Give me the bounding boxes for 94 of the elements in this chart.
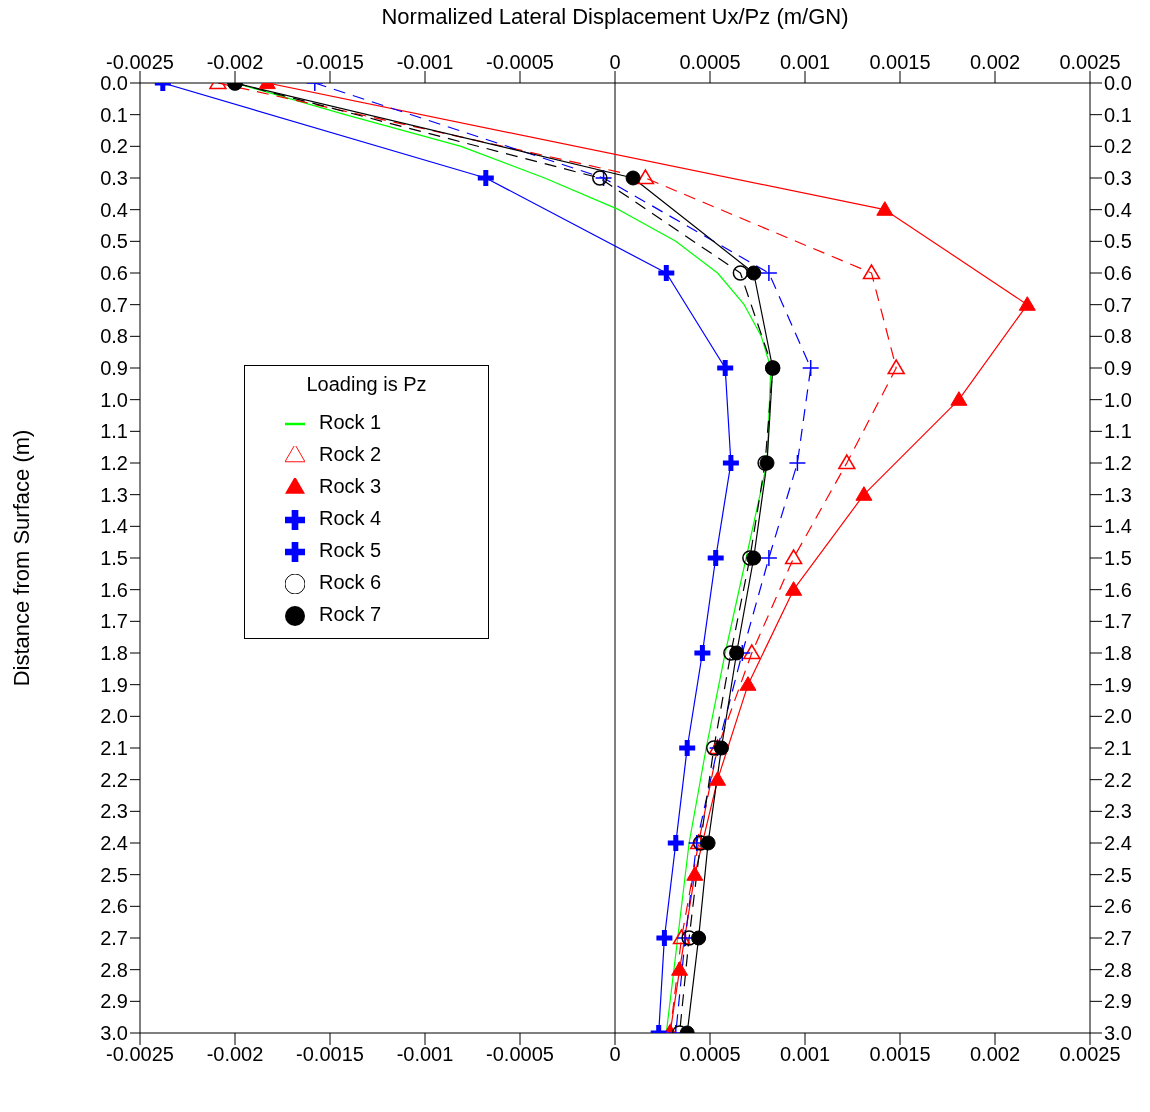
y2-tick-label: 2.6: [1104, 895, 1132, 918]
y-tick-label: 1.7: [100, 610, 128, 633]
y2-tick-label: 0.7: [1104, 293, 1132, 316]
y-tick-label: 2.1: [100, 737, 128, 760]
y-tick-label: 1.0: [100, 388, 128, 411]
y-tick-label: 2.4: [100, 832, 128, 855]
y2-tick-label: 2.3: [1104, 800, 1132, 823]
y2-tick-label: 0.9: [1104, 357, 1132, 380]
legend-title: Loading is Pz: [305, 373, 428, 396]
x2-tick-label: -0.0015: [296, 1043, 364, 1066]
x-tick-label: 0.0005: [679, 51, 741, 73]
y2-tick-label: 1.0: [1104, 388, 1132, 411]
y2-tick-label: 0.6: [1104, 262, 1132, 285]
x-tick-label: 0.002: [969, 51, 1021, 73]
y-tick-label: 2.6: [100, 895, 128, 918]
y-tick-label: 1.4: [100, 515, 128, 538]
y2-tick-label: 2.4: [1104, 832, 1132, 855]
y2-tick-label: 0.0: [1104, 72, 1132, 95]
y2-tick-label: 2.9: [1104, 990, 1132, 1013]
y-tick-label: 2.7: [100, 927, 128, 950]
y2-tick-label: 0.3: [1104, 167, 1132, 190]
x-tick-label: -0.0025: [106, 51, 174, 73]
y-tick-label: 1.5: [100, 547, 128, 570]
x2-tick-label: -0.001: [396, 1043, 454, 1066]
x-tick-label: -0.0005: [486, 51, 554, 73]
y2-tick-label: 0.2: [1104, 135, 1132, 158]
legend-label: Rock 7: [319, 603, 382, 625]
y-tick-label: 1.6: [100, 578, 128, 601]
y-tick-label: 1.3: [100, 483, 128, 506]
x2-tick-label: -0.0025: [106, 1043, 174, 1066]
y-tick-label: 0.1: [100, 103, 128, 126]
y-tick-label: 0.2: [100, 135, 128, 158]
y2-tick-label: 1.2: [1104, 452, 1132, 475]
y2-tick-label: 1.3: [1104, 483, 1132, 506]
y2-tick-label: 1.1: [1104, 420, 1132, 443]
y-tick-label: 1.2: [100, 452, 128, 475]
x-tick-label: 0.001: [779, 51, 831, 73]
y-tick-label: 2.0: [100, 705, 128, 728]
y2-tick-label: 1.7: [1104, 610, 1132, 633]
y2-tick-label: 0.5: [1104, 230, 1132, 253]
y2-tick-label: 2.1: [1104, 737, 1132, 760]
x-tick-label: 0.0015: [869, 51, 931, 73]
y2-tick-label: 2.8: [1104, 958, 1132, 981]
y-tick-label: 0.3: [100, 167, 128, 190]
x2-tick-label: 0.0025: [1059, 1043, 1121, 1066]
y-tick-label: 2.8: [100, 958, 128, 981]
y2-tick-label: 1.9: [1104, 673, 1132, 696]
y2-tick-label: 3.0: [1104, 1022, 1132, 1045]
y2-tick-label: 0.1: [1104, 103, 1132, 126]
legend-label: Rock 4: [319, 507, 382, 529]
x2-tick-label: -0.002: [206, 1043, 264, 1066]
y2-tick-label: 1.8: [1104, 642, 1132, 665]
y-tick-label: 0.0: [100, 72, 128, 95]
x2-tick-label: 0: [609, 1043, 621, 1066]
legend-label: Rock 1: [319, 411, 382, 433]
y2-tick-label: 2.5: [1104, 863, 1132, 886]
y-tick-label: 0.5: [100, 230, 128, 253]
legend-label: Rock 3: [319, 475, 382, 497]
y-axis-title: Distance from Surface (m): [9, 429, 35, 687]
x-tick-label: 0: [609, 51, 621, 73]
x-axis-title: Normalized Lateral Displacement Ux/Pz (m/GN): [380, 4, 850, 30]
x2-tick-label: 0.0015: [869, 1043, 931, 1066]
y-tick-label: 0.9: [100, 357, 128, 380]
y-tick-label: 2.2: [100, 768, 128, 791]
legend-label: Rock 5: [319, 539, 382, 561]
y2-tick-label: 1.5: [1104, 547, 1132, 570]
legend-label: Rock 6: [319, 571, 382, 593]
y-tick-label: 2.3: [100, 800, 128, 823]
y-tick-label: 3.0: [100, 1022, 128, 1045]
y-tick-label: 2.5: [100, 863, 128, 886]
x2-tick-label: -0.0005: [486, 1043, 554, 1066]
y-tick-label: 1.1: [100, 420, 128, 443]
x2-tick-label: 0.002: [969, 1043, 1021, 1066]
y2-tick-label: 2.7: [1104, 927, 1132, 950]
x-tick-label: -0.002: [206, 51, 264, 73]
y-tick-label: 2.9: [100, 990, 128, 1013]
x2-tick-label: 0.001: [779, 1043, 831, 1066]
y-tick-label: 1.9: [100, 673, 128, 696]
y-tick-label: 0.7: [100, 293, 128, 316]
x-tick-label: -0.001: [396, 51, 454, 73]
legend-label: Rock 2: [319, 443, 382, 465]
y-tick-label: 0.4: [100, 198, 128, 221]
y2-tick-label: 2.0: [1104, 705, 1132, 728]
y2-tick-label: 1.4: [1104, 515, 1132, 538]
x2-tick-label: 0.0005: [679, 1043, 741, 1066]
y2-tick-label: 1.6: [1104, 578, 1132, 601]
x-tick-label: -0.0015: [296, 51, 364, 73]
y-tick-label: 1.8: [100, 642, 128, 665]
y-tick-label: 0.6: [100, 262, 128, 285]
y2-tick-label: 2.2: [1104, 768, 1132, 791]
y-tick-label: 0.8: [100, 325, 128, 348]
y2-tick-label: 0.8: [1104, 325, 1132, 348]
y2-tick-label: 0.4: [1104, 198, 1132, 221]
x-tick-label: 0.0025: [1059, 51, 1121, 73]
